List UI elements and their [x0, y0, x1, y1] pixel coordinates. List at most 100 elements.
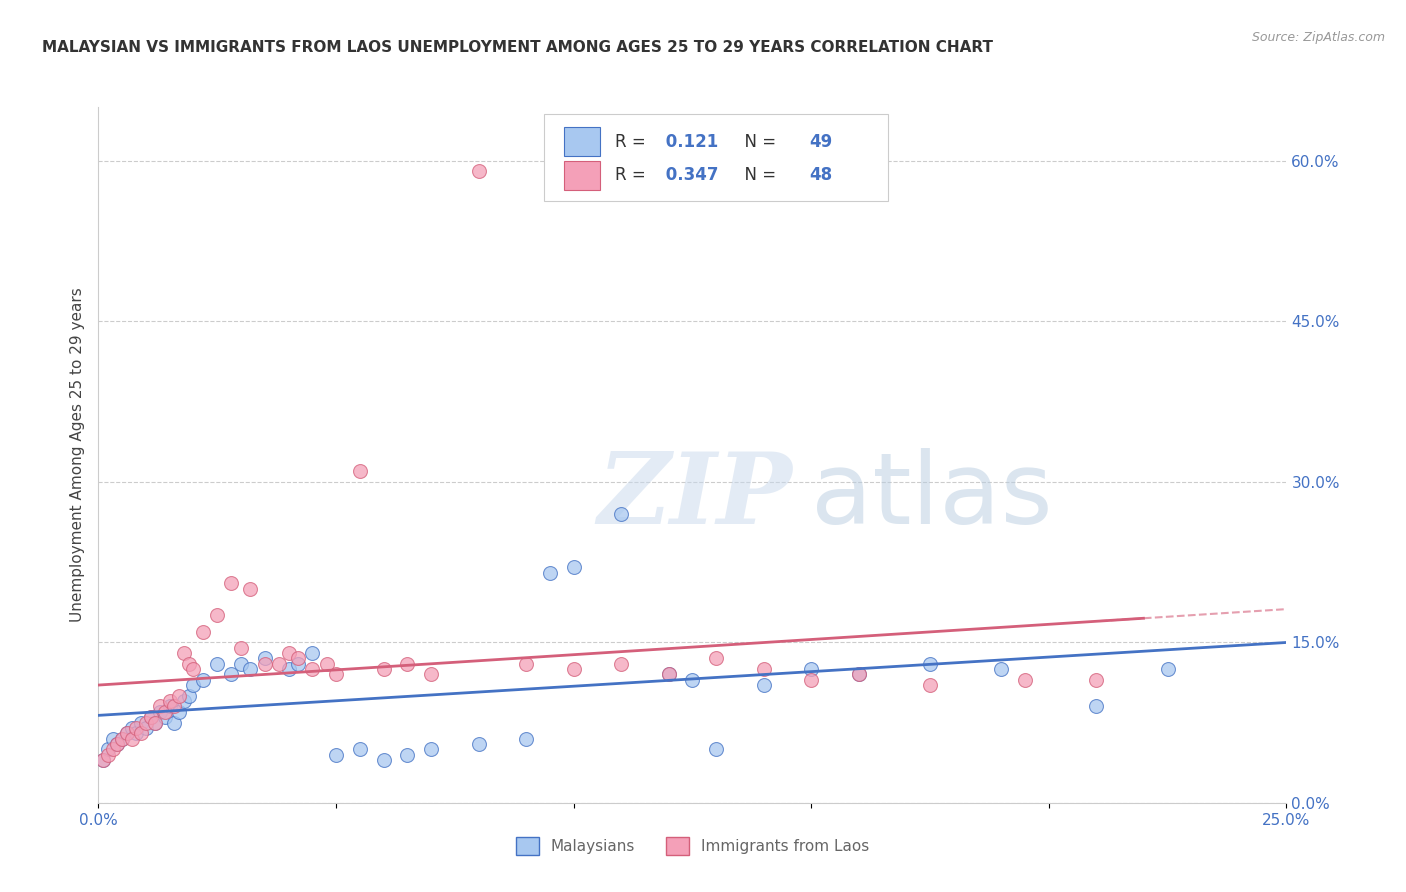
Point — [538, 566, 561, 580]
Point — [658, 667, 681, 681]
FancyBboxPatch shape — [564, 161, 600, 190]
Text: ZIP: ZIP — [598, 449, 793, 545]
Point — [253, 651, 276, 665]
Point — [1085, 699, 1108, 714]
Point — [149, 699, 172, 714]
Point — [207, 608, 229, 623]
Point — [1014, 673, 1036, 687]
Point — [129, 715, 152, 730]
Point — [920, 678, 942, 692]
Point — [277, 662, 299, 676]
Point — [349, 464, 371, 478]
Point — [420, 667, 443, 681]
Point — [267, 657, 290, 671]
Point — [173, 646, 195, 660]
Point — [277, 646, 299, 660]
Text: 49: 49 — [808, 133, 832, 151]
Point — [97, 747, 120, 762]
Text: 48: 48 — [808, 166, 832, 185]
Point — [287, 651, 309, 665]
Point — [111, 731, 134, 746]
Point — [467, 164, 489, 178]
Point — [239, 582, 262, 596]
FancyBboxPatch shape — [544, 114, 889, 201]
Point — [145, 715, 167, 730]
Y-axis label: Unemployment Among Ages 25 to 29 years: Unemployment Among Ages 25 to 29 years — [69, 287, 84, 623]
Point — [562, 560, 585, 574]
Point — [800, 662, 823, 676]
Point — [115, 726, 138, 740]
Point — [101, 742, 124, 756]
Point — [287, 657, 309, 671]
Point — [149, 705, 172, 719]
Point — [139, 710, 162, 724]
Point — [467, 737, 489, 751]
Text: N =: N = — [734, 133, 782, 151]
Point — [167, 705, 190, 719]
Point — [1156, 662, 1178, 676]
Point — [97, 742, 120, 756]
Point — [515, 657, 537, 671]
Point — [610, 507, 633, 521]
Point — [396, 747, 419, 762]
Point — [848, 667, 870, 681]
Point — [121, 731, 143, 746]
Point — [373, 753, 395, 767]
Point — [167, 689, 190, 703]
Point — [125, 726, 148, 740]
Point — [562, 662, 585, 676]
Point — [349, 742, 371, 756]
Point — [515, 731, 537, 746]
Point — [145, 715, 167, 730]
Point — [752, 662, 775, 676]
Point — [229, 657, 252, 671]
Point — [253, 657, 276, 671]
Point — [159, 699, 181, 714]
Point — [135, 715, 157, 730]
Point — [420, 742, 443, 756]
Point — [159, 694, 181, 708]
Point — [315, 657, 337, 671]
Text: R =: R = — [616, 166, 651, 185]
Point — [177, 657, 200, 671]
Point — [163, 715, 186, 730]
Point — [115, 726, 138, 740]
Point — [135, 721, 157, 735]
Point — [752, 678, 775, 692]
Point — [191, 624, 214, 639]
Point — [704, 742, 727, 756]
Point — [121, 721, 143, 735]
Point — [373, 662, 395, 676]
Point — [153, 710, 176, 724]
Point — [191, 673, 214, 687]
Point — [91, 753, 114, 767]
Point — [153, 705, 176, 719]
Point — [848, 667, 870, 681]
Point — [221, 576, 243, 591]
Point — [610, 657, 633, 671]
Point — [704, 651, 727, 665]
Point — [107, 737, 129, 751]
Point — [139, 710, 162, 724]
Point — [239, 662, 262, 676]
Point — [129, 726, 152, 740]
Text: MALAYSIAN VS IMMIGRANTS FROM LAOS UNEMPLOYMENT AMONG AGES 25 TO 29 YEARS CORRELA: MALAYSIAN VS IMMIGRANTS FROM LAOS UNEMPL… — [42, 40, 993, 55]
Point — [325, 667, 347, 681]
Point — [183, 662, 205, 676]
Point — [91, 753, 114, 767]
Legend: Malaysians, Immigrants from Laos: Malaysians, Immigrants from Laos — [509, 830, 876, 862]
Point — [221, 667, 243, 681]
Point — [396, 657, 419, 671]
Point — [107, 737, 129, 751]
Point — [301, 646, 323, 660]
Point — [920, 657, 942, 671]
Point — [301, 662, 323, 676]
Text: R =: R = — [616, 133, 651, 151]
Text: N =: N = — [734, 166, 782, 185]
Point — [111, 731, 134, 746]
Text: 0.347: 0.347 — [661, 166, 718, 185]
Point — [183, 678, 205, 692]
Point — [101, 731, 124, 746]
Text: 0.121: 0.121 — [661, 133, 718, 151]
Point — [163, 699, 186, 714]
